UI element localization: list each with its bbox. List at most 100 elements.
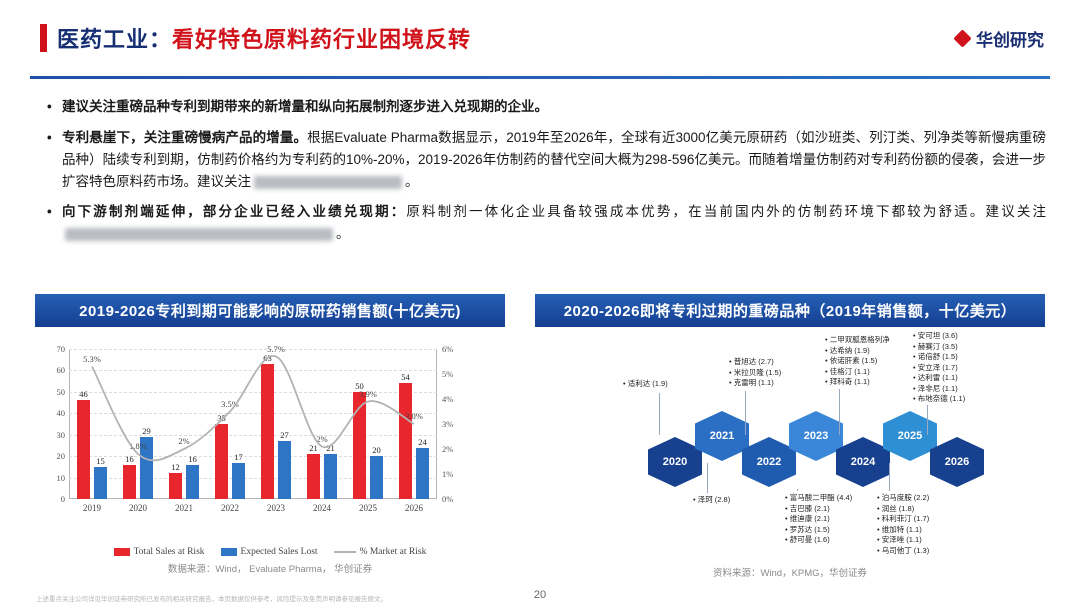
line-percent-label: 5.3% bbox=[83, 353, 101, 364]
annotation-item: • 舒可曼 (1.6) bbox=[785, 535, 830, 544]
annotation-item: • 润丝 (1.8) bbox=[877, 503, 915, 513]
grid-line bbox=[69, 370, 437, 372]
bar-total-sales-at-risk bbox=[169, 473, 182, 499]
bar-value-label: 54 bbox=[401, 372, 410, 383]
connector-line bbox=[927, 405, 928, 435]
legend-label: % Market at Risk bbox=[359, 547, 427, 557]
bullet-list: 建议关注重磅品种专利到期带来的新增量和纵向拓展制剂逐步进入兑现期的企业。专利悬崖… bbox=[46, 96, 1046, 254]
x-axis-label: 2026 bbox=[405, 503, 423, 513]
annotation-item: • 克雷明 (1.1) bbox=[729, 378, 774, 387]
title-highlight: 看好特色原料药行业困境反转 bbox=[172, 27, 472, 52]
hexagon-year-2024: 2024 bbox=[836, 437, 890, 487]
x-axis-label: 2019 bbox=[83, 503, 101, 513]
y2-axis-tick: 6% bbox=[442, 344, 454, 354]
annotation-item: • 安泽唑 (1.1) bbox=[877, 535, 922, 544]
bullet-body-text: 。 bbox=[336, 226, 350, 242]
grid-line bbox=[69, 413, 437, 415]
annotation-item: • 安立泽 (1.7) bbox=[913, 362, 958, 372]
x-axis-label: 2024 bbox=[313, 503, 331, 513]
bar-total-sales-at-risk bbox=[307, 454, 320, 499]
annotation-group-top-c: • 安可坦 (3.6) • 赫赛汀 (3.5) • 诺倍舒 (1.5) • 安立泽 (… bbox=[913, 331, 965, 405]
bar-value-label: 15 bbox=[96, 455, 105, 466]
connector-line bbox=[889, 463, 890, 491]
left-chart-source: 数据来源：Wind， Evaluate Pharma， 华创证券 bbox=[167, 564, 373, 575]
bar-expected-sales-lost bbox=[232, 462, 245, 499]
hexagon-year-2022: 2022 bbox=[742, 437, 796, 487]
bullet-lead-text: 专利悬崖下，关注重磅慢病产品的增量。 bbox=[62, 129, 308, 145]
bullet-item: 向下游制剂端延伸，部分企业已经入业绩兑现期：原料制剂一体化企业具备较强成本优势，… bbox=[46, 201, 1046, 245]
bar-value-label: 21 bbox=[309, 443, 318, 453]
legend-label: Total Sales at Risk bbox=[133, 547, 205, 557]
bullet-item: 建议关注重磅品种专利到期带来的新增量和纵向拓展制剂逐步进入兑现期的企业。 bbox=[46, 96, 1046, 118]
charts-row: 2019-2026专利到期可能影响的原研药销售额(十亿美元) 0 10 20 30 40… bbox=[35, 294, 1045, 579]
annotation-item: • 佳格汀 (1.1) bbox=[825, 366, 870, 376]
bar-value-label: 17 bbox=[234, 451, 243, 462]
annotation-group-bot-a: • 泽珂 (2.8) bbox=[693, 495, 730, 506]
annotation-item: • 依诺肝素 (1.5) bbox=[825, 356, 878, 365]
grid-line bbox=[69, 456, 437, 458]
connector-line bbox=[745, 391, 746, 435]
annotation-item: • 普旭达 (2.7) bbox=[729, 357, 774, 366]
hexagon-year-2023: 2023 bbox=[789, 411, 843, 461]
connector-line bbox=[659, 393, 660, 435]
x-axis-label: 2022 bbox=[221, 503, 239, 513]
patent-expiry-timeline: 2020 2021 2022 2023 2024 2025 2026 • 适利达 (1.9) •… bbox=[535, 331, 1045, 561]
line-percent-label: 3.9% bbox=[359, 388, 377, 399]
connector-line bbox=[839, 389, 840, 435]
right-chart-panel: 2020-2026即将专利过期的重磅品种（2019年销售额，十亿美元） 2020… bbox=[535, 294, 1045, 579]
bar-value-label: 35 bbox=[217, 413, 226, 423]
annotation-item: • 泽珂 (2.8) bbox=[693, 495, 731, 504]
bar-value-label: 21 bbox=[326, 443, 335, 453]
bar-value-label: 50 bbox=[355, 380, 364, 391]
left-chart-panel: 2019-2026专利到期可能影响的原研药销售额(十亿美元) 0 10 20 30 40… bbox=[35, 294, 505, 579]
bar-value-label: 16 bbox=[125, 453, 134, 464]
annotation-item: • 泊马度胺 (2.2) bbox=[877, 493, 930, 502]
annotation-item: • 米拉贝隆 (1.5) bbox=[729, 367, 782, 377]
annotation-item: • 乌司他丁 (1.3) bbox=[877, 545, 930, 555]
annotation-item: • 富马酸二甲酯 (4.4) bbox=[785, 493, 853, 502]
title-prefix: 医药工业： bbox=[57, 27, 173, 52]
y-axis-tick: 10 bbox=[56, 472, 66, 483]
annotation-item: • 布地奈德 (1.1) bbox=[913, 394, 966, 403]
annotation-item: • 适利达 (1.9) bbox=[623, 379, 668, 388]
y2-axis-tick: 4% bbox=[442, 394, 454, 404]
annotation-item: • 维迪康 (2.1) bbox=[785, 514, 830, 523]
bar-expected-sales-lost bbox=[324, 454, 337, 499]
legend-swatch bbox=[220, 548, 237, 556]
hexagon-year-2020: 2020 bbox=[648, 437, 702, 487]
grid-line bbox=[69, 391, 437, 393]
left-chart-legend: Total Sales at Risk Expected Sales Lost % … bbox=[35, 547, 505, 557]
bar-expected-sales-lost bbox=[94, 466, 107, 499]
bar-value-label: 20 bbox=[372, 445, 381, 456]
annotation-item: • 二甲双胍恩格列净 bbox=[825, 335, 890, 344]
annotation-item: • 泽非尼 (1.1) bbox=[913, 383, 958, 393]
bar-value-label: 16 bbox=[188, 453, 197, 464]
patent-expiry-bar-chart: 0 10 20 30 40 50 60 70 0% 1% 2% 3% 4% 5% 6% 46 15 2019 5.3… bbox=[35, 333, 505, 545]
right-chart-title: 2020-2026即将专利过期的重磅品种（2019年销售额，十亿美元） bbox=[535, 294, 1045, 327]
y-axis-tick: 50 bbox=[56, 386, 66, 397]
annotation-item: • 安可坦 (3.6) bbox=[913, 331, 958, 340]
bar-total-sales-at-risk bbox=[399, 383, 412, 499]
bar-value-label: 29 bbox=[142, 425, 151, 436]
hexagon-year-2021: 2021 bbox=[695, 411, 749, 461]
header-divider bbox=[30, 76, 1050, 79]
legend-swatch bbox=[333, 551, 356, 553]
bar-value-label: 27 bbox=[280, 430, 289, 441]
annotation-item: • 达利雷 (1.1) bbox=[913, 373, 958, 382]
hexagon-year-2026: 2026 bbox=[930, 437, 984, 487]
grid-line bbox=[69, 349, 437, 350]
annotation-group-bot-c: • 泊马度胺 (2.2) • 润丝 (1.8) • 科利菲汀 (1.7) • 维加特 … bbox=[877, 493, 929, 556]
bullet-body-text: 根据Evaluate Pharma数据显示，2019年至2026年，全球有近30… bbox=[62, 129, 1047, 189]
y-axis-tick: 30 bbox=[56, 429, 66, 440]
redacted-text bbox=[254, 175, 402, 189]
brand-name: 华创研究 bbox=[976, 30, 1044, 50]
y2-axis-tick: 5% bbox=[442, 369, 454, 379]
bar-total-sales-at-risk bbox=[353, 391, 366, 499]
bullet-body-text: 。 bbox=[405, 173, 419, 189]
page-title: 医药工业：看好特色原料药行业困境反转 bbox=[57, 22, 471, 54]
left-chart-title: 2019-2026专利到期可能影响的原研药销售额(十亿美元) bbox=[35, 294, 505, 327]
y2-axis-tick: 1% bbox=[442, 469, 454, 479]
footer-disclaimer: 上述重点关注公司详见华创证券研究所已发布的相关研究报告，本页数据仅供参考，风险提… bbox=[36, 596, 387, 603]
line-percent-label: 3.5% bbox=[221, 398, 239, 409]
bar-expected-sales-lost bbox=[278, 441, 291, 499]
